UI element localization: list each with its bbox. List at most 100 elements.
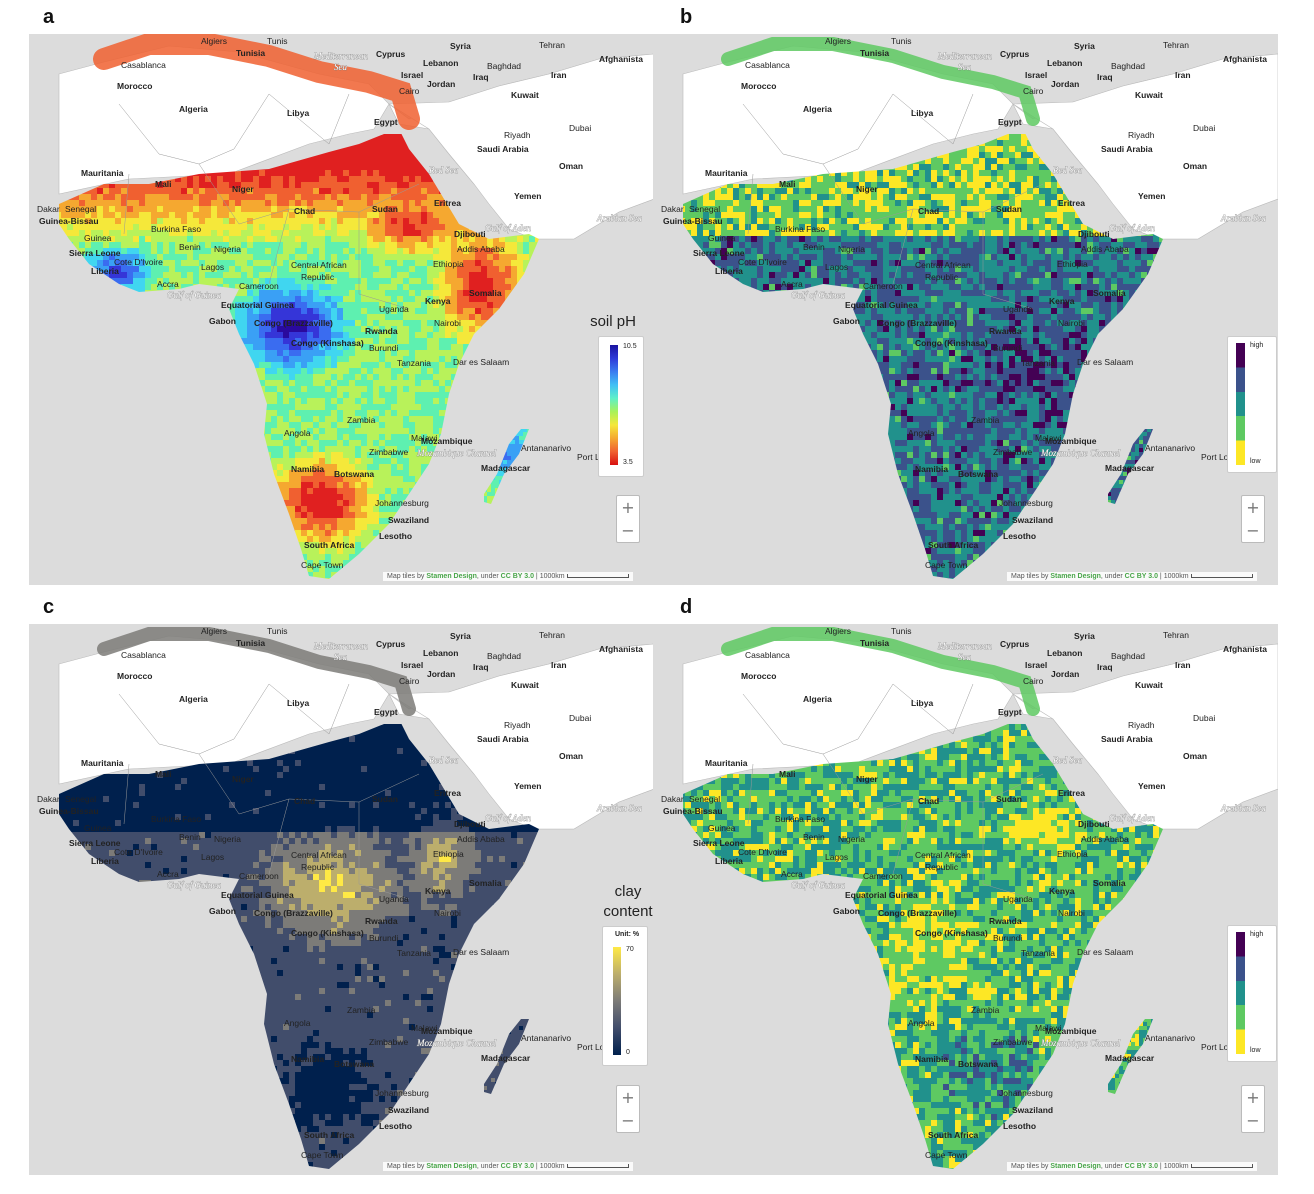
map-label-senegal: Senegal (65, 204, 96, 214)
license-link[interactable]: CC BY 3.0 (501, 1163, 534, 1170)
map-label-port-louis: Port Louis (1201, 452, 1239, 462)
map-label-dar: Dar es Salaam (453, 947, 509, 957)
landmass-east (1012, 53, 1278, 240)
map-label-kenya: Kenya (1049, 296, 1075, 306)
stamen-link[interactable]: Stamen Design (1050, 573, 1101, 580)
map-label-cairo: Cairo (1023, 676, 1044, 686)
license-link[interactable]: CC BY 3.0 (501, 573, 534, 580)
map-label-lesotho: Lesotho (379, 531, 412, 541)
map-label-nairobi: Nairobi (434, 318, 461, 328)
map-label-nigeria: Nigeria (838, 244, 865, 254)
map-label-republic: Republic (301, 272, 335, 282)
map-label-cameroon: Cameroon (239, 281, 279, 291)
map-label-zambia: Zambia (971, 415, 1000, 425)
map-label-liberia: Liberia (91, 266, 119, 276)
map-label-swaziland: Swaziland (388, 515, 429, 525)
panel-letter-d: d (680, 596, 692, 619)
map-label-eq-guinea: Equatorial Guinea (845, 300, 918, 310)
map-label-israel: Israel (401, 70, 423, 80)
map-label-mali: Mali (155, 179, 172, 189)
map-label-cairo: Cairo (399, 676, 420, 686)
map-label-swaziland: Swaziland (388, 1105, 429, 1115)
map-label-djibouti: Djibouti (1078, 819, 1110, 829)
map-label-sudan: Sudan (996, 794, 1022, 804)
map-label-burkina: Burkina Faso (775, 224, 825, 234)
zoom-in-button[interactable]: + (617, 1086, 639, 1109)
zoom-out-button[interactable]: − (1242, 1109, 1264, 1132)
map-label-gabon: Gabon (833, 906, 860, 916)
map-label-algeria: Algeria (179, 694, 208, 704)
zoom-in-button[interactable]: + (1242, 1086, 1264, 1109)
sea-label-red-sea: Red Sea (428, 165, 459, 175)
map-panel-d[interactable]: Algiers Tunis Tunisia Casablanca Morocco Alge… (653, 624, 1278, 1175)
map-label-rwanda: Rwanda (989, 916, 1022, 926)
map-panel-b[interactable]: Algiers Tunis Tunisia Casablanca Morocco Alge… (653, 34, 1278, 585)
north-coast-raster (97, 627, 416, 716)
map-label-saudi: Saudi Arabia (477, 734, 529, 744)
map-label-angola: Angola (284, 1018, 311, 1028)
map-label-benin: Benin (179, 832, 201, 842)
map-label-mozambique: Mozambique (1045, 436, 1097, 446)
map-label-yemen: Yemen (514, 191, 541, 201)
zoom-in-button[interactable]: + (1242, 496, 1264, 519)
map-label-car: Central African (291, 260, 347, 270)
attribution: Map tiles by Stamen Design, under CC BY … (383, 1162, 633, 1171)
zoom-out-button[interactable]: − (1242, 519, 1264, 542)
map-label-jordan: Jordan (1051, 79, 1079, 89)
map-label-rwanda: Rwanda (365, 916, 398, 926)
map-label-eritrea: Eritrea (1058, 788, 1085, 798)
license-link[interactable]: CC BY 3.0 (1125, 573, 1158, 580)
map-label-rwanda: Rwanda (989, 326, 1022, 336)
map-label-niger: Niger (232, 184, 254, 194)
map-label-senegal: Senegal (689, 794, 720, 804)
map-label-syria: Syria (450, 631, 471, 641)
map-label-chad: Chad (918, 796, 939, 806)
stamen-link[interactable]: Stamen Design (1050, 1163, 1101, 1170)
map-label-nigeria: Nigeria (214, 244, 241, 254)
map-panel-clay-content[interactable]: Algiers Tunis Tunisia Casablanca Morocco Alge… (29, 624, 654, 1175)
north-coast-raster (721, 37, 1040, 126)
map-label-liberia: Liberia (715, 266, 743, 276)
map-label-oman: Oman (1183, 161, 1207, 171)
zoom-out-button[interactable]: − (617, 519, 639, 542)
map-label-djibouti: Djibouti (1078, 229, 1110, 239)
map-label-cyprus: Cyprus (376, 49, 406, 59)
map-label-addis: Addis Ababa (1081, 244, 1129, 254)
map-label-israel: Israel (401, 660, 423, 670)
stamen-link[interactable]: Stamen Design (426, 1163, 477, 1170)
stamen-link[interactable]: Stamen Design (426, 573, 477, 580)
sea-label-gulf-guinea: Gulf of Guinea (791, 880, 845, 890)
legend-bar-cividis (613, 947, 621, 1055)
map-label-ethiopia: Ethiopia (1057, 259, 1088, 269)
sea-label-gulf-guinea: Gulf of Guinea (791, 290, 845, 300)
sea-label-moz-channel: Mozambique Channel (1040, 1038, 1121, 1048)
zoom-out-button[interactable]: − (617, 1109, 639, 1132)
sea-label-gulf-aden: Gulf of Aden (485, 813, 531, 823)
legend-low: low (1250, 458, 1261, 465)
map-label-guinea: Guinea (708, 823, 736, 833)
map-label-jordan: Jordan (427, 669, 455, 679)
zoom-control: + − (616, 495, 640, 543)
map-label-mozambique: Mozambique (1045, 1026, 1097, 1036)
map-label-accra: Accra (781, 279, 803, 289)
map-label-zimbabwe: Zimbabwe (369, 1037, 408, 1047)
map-label-mali: Mali (155, 769, 172, 779)
map-label-benin: Benin (179, 242, 201, 252)
map-label-congo-k: Congo (Kinshasa) (291, 928, 364, 938)
map-label-tunisia: Tunisia (860, 638, 889, 648)
zoom-in-button[interactable]: + (617, 496, 639, 519)
map-label-kenya: Kenya (425, 886, 451, 896)
map-label-mali: Mali (779, 179, 796, 189)
map-label-antananarivo: Antananarivo (521, 1033, 571, 1043)
license-link[interactable]: CC BY 3.0 (1125, 1163, 1158, 1170)
map-panel-soil-ph[interactable]: Algiers Tunis Tunisia Casablanca Morocco Alge… (29, 34, 654, 585)
map-label-senegal: Senegal (65, 794, 96, 804)
sea-label-sea: Sea (958, 652, 971, 662)
map-label-kuwait: Kuwait (1135, 680, 1163, 690)
map-label-burundi: Burundi (993, 933, 1022, 943)
map-label-iraq: Iraq (1097, 662, 1113, 672)
map-label-saudi: Saudi Arabia (477, 144, 529, 154)
sea-label-gulf-aden: Gulf of Aden (485, 223, 531, 233)
map-label-lesotho: Lesotho (1003, 531, 1036, 541)
